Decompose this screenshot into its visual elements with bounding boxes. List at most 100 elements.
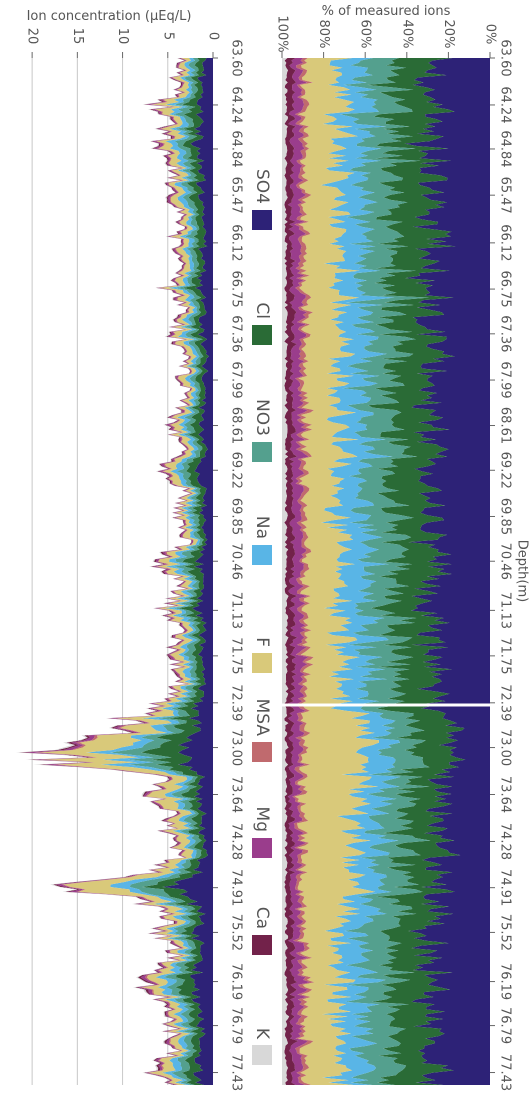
- percent-tick-label: 100%: [275, 15, 290, 52]
- percent-tick-label: 60%: [358, 20, 373, 49]
- legend-swatch: [252, 742, 272, 762]
- depth-tick-label: 67.36: [229, 315, 244, 352]
- depth-tick-label: 70.46: [498, 543, 513, 580]
- depth-tick-label: 69.85: [229, 498, 244, 535]
- concentration-tick-label: 20: [25, 28, 40, 45]
- depth-tick-label: 69.22: [229, 452, 244, 489]
- depth-tick-label: 74.91: [229, 869, 244, 906]
- percent-tick-label: 20%: [441, 20, 456, 49]
- percent-axis-ticks: 100% 80% 60% 40% 20% 0%: [275, 15, 498, 58]
- legend-item-k: K: [252, 1028, 272, 1065]
- depth-tick-label: 77.43: [229, 1054, 244, 1091]
- depth-tick-label: 72.39: [498, 684, 513, 721]
- depth-tick-label: 71.13: [229, 592, 244, 629]
- depth-tick-label: 69.85: [498, 498, 513, 535]
- legend-swatch: [252, 210, 272, 230]
- legend-swatch: [252, 653, 272, 673]
- legend-swatch: [252, 1045, 272, 1065]
- concentration-tick-label: 0: [206, 32, 221, 40]
- depth-tick-label: 77.43: [498, 1054, 513, 1091]
- concentration-axis-ticks: 20 15 10 5 0: [25, 28, 221, 58]
- chart-legend: K Ca Mg MSA F Na NO3 Cl SO4: [252, 169, 272, 1065]
- percent-stacked-areas: [282, 58, 490, 1085]
- depth-tick-label: 67.36: [498, 315, 513, 352]
- depth-tick-label: 67.99: [498, 361, 513, 398]
- concentration-gridlines: [31, 58, 169, 1085]
- depth-tick-label: 71.75: [229, 637, 244, 674]
- depth-tick-label: 69.22: [498, 452, 513, 489]
- area-msa: [292, 58, 315, 1085]
- depth-tick-label: 74.91: [498, 869, 513, 906]
- area-ca: [284, 58, 299, 1085]
- legend-swatch: [252, 935, 272, 955]
- area-cl: [141, 58, 209, 1085]
- depth-tick-label: 73.64: [229, 776, 244, 813]
- depth-tick-label: 65.47: [498, 177, 513, 214]
- legend-label: MSA: [252, 699, 272, 737]
- depth-tick-label: 64.24: [229, 86, 244, 123]
- legend-item-no3: NO3: [252, 399, 272, 462]
- legend-label: F: [252, 637, 272, 647]
- legend-label: K: [252, 1028, 272, 1040]
- legend-item-f: F: [252, 637, 272, 673]
- depth-tick-label: 76.79: [498, 1007, 513, 1044]
- area-no3: [110, 58, 204, 1085]
- depth-tick-label: 75.52: [498, 914, 513, 951]
- depth-axis-title: Depth(m): [515, 540, 530, 602]
- area-so4: [162, 58, 213, 1085]
- area-f: [39, 58, 199, 1085]
- depth-tick-label: 67.99: [229, 361, 244, 398]
- area-na: [85, 58, 201, 1085]
- percent-tick-label: 40%: [399, 20, 414, 49]
- area-so4: [404, 58, 490, 1085]
- depth-tick-label: 66.75: [498, 270, 513, 307]
- depth-tick-label: 64.84: [229, 130, 244, 167]
- depth-tick-label: 73.64: [498, 776, 513, 813]
- legend-item-msa: MSA: [252, 699, 272, 762]
- depth-tick-label: 64.24: [498, 86, 513, 123]
- legend-item-cl: Cl: [252, 302, 272, 345]
- concentration-tick-label: 10: [115, 28, 130, 45]
- legend-label: Ca: [252, 907, 272, 929]
- concentration-tick-label: 15: [70, 28, 85, 45]
- depth-tick-label: 76.19: [498, 963, 513, 1000]
- depth-tick-label: 73.00: [498, 729, 513, 766]
- depth-tick-label: 70.46: [229, 543, 244, 580]
- area-mg: [287, 58, 311, 1085]
- legend-item-so4: SO4: [252, 169, 272, 230]
- legend-item-mg: Mg: [252, 807, 272, 858]
- depth-tick-label: 66.75: [229, 270, 244, 307]
- percent-tick-label: 0%: [483, 24, 498, 45]
- concentration-stacked-areas: [15, 58, 213, 1085]
- depth-tick-label: 75.52: [229, 914, 244, 951]
- depth-tick-label: 63.60: [498, 39, 513, 76]
- depth-tick-label: 66.12: [498, 224, 513, 261]
- concentration-panel: 20 15 10 5 0 Ion concentration (µEq/L): [15, 9, 221, 1085]
- depth-axis-ticks: 63.60 63.60 64.24 64.24 64.84 64.84 65.47 65.47…: [213, 39, 513, 1091]
- area-f: [294, 58, 379, 1085]
- depth-tick-label: 63.60: [229, 39, 244, 76]
- depth-tick-label: 72.39: [229, 684, 244, 721]
- depth-tick-label: 71.13: [498, 592, 513, 629]
- area-no3: [339, 58, 431, 1085]
- depth-tick-label: 64.84: [498, 130, 513, 167]
- depth-tick-label: 76.79: [229, 1007, 244, 1044]
- depth-tick-label: 74.28: [229, 823, 244, 860]
- area-cl: [367, 58, 466, 1085]
- legend-label: NO3: [252, 399, 272, 436]
- concentration-axis-title: Ion concentration (µEq/L): [27, 9, 192, 24]
- depth-tick-label: 76.19: [229, 963, 244, 1000]
- legend-swatch: [252, 545, 272, 565]
- legend-item-na: Na: [252, 516, 272, 565]
- percent-panel: 100% 80% 60% 40% 20% 0% % of measured ions: [275, 4, 498, 1085]
- percent-tick-label: 80%: [316, 20, 331, 49]
- depth-tick-label: 73.00: [229, 729, 244, 766]
- legend-label: Na: [252, 516, 272, 539]
- legend-item-ca: Ca: [252, 907, 272, 955]
- legend-label: SO4: [252, 169, 272, 204]
- legend-swatch: [252, 325, 272, 345]
- percent-axis-title: % of measured ions: [322, 4, 451, 19]
- depth-tick-label: 65.47: [229, 177, 244, 214]
- legend-label: Cl: [252, 302, 272, 319]
- legend-label: Mg: [252, 807, 272, 832]
